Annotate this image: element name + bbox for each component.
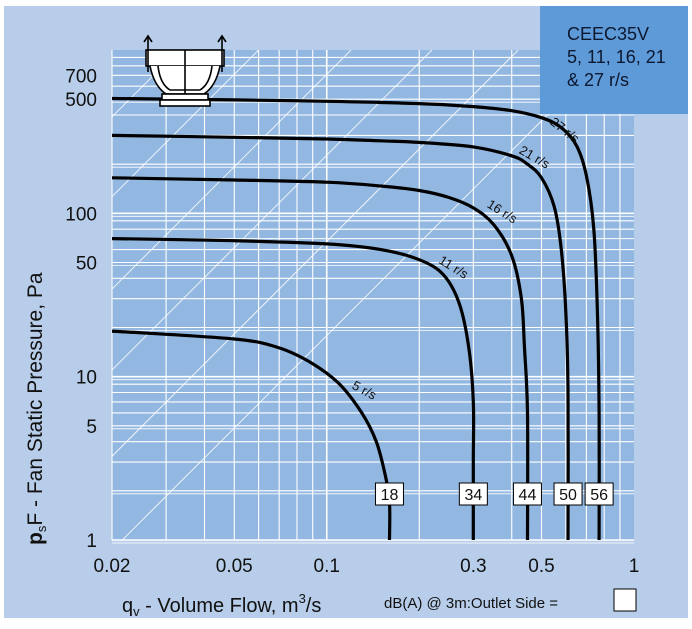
curve-21rs <box>112 133 570 540</box>
dba-box <box>374 482 404 506</box>
y-tick-label: 700 <box>65 66 97 87</box>
footnote: dB(A) @ 3m:Outlet Side = <box>384 595 558 612</box>
dba-value: 44 <box>519 487 537 504</box>
y-axis-label: psF - Fan Static Pressure, Pa <box>24 272 49 545</box>
dba-box <box>512 482 542 506</box>
y-tick-label: 1 <box>86 531 97 552</box>
system-line-1 <box>112 50 259 198</box>
fan-icon-part <box>159 99 211 107</box>
x-tick-label: 0.05 <box>216 556 253 577</box>
y-tick-label: 500 <box>65 90 97 111</box>
x-axis-label: qv - Volume Flow, m3/s <box>122 591 321 619</box>
y-tick-label: 50 <box>76 254 97 275</box>
x-tick-label: 0.1 <box>314 556 340 577</box>
x-tick-label: 0.5 <box>528 556 554 577</box>
x-tick-label: 1 <box>629 556 640 577</box>
tick-labels: 0.02 0.05 0.1 0.3 0.5 1 1 5 10 50 100 500 700 <box>65 66 639 577</box>
x-tick-label: 0.3 <box>460 556 486 577</box>
footnote-box <box>613 588 637 612</box>
system-line-2 <box>112 50 352 290</box>
y-tick-label: 100 <box>65 204 97 225</box>
dba-value: 50 <box>559 487 577 504</box>
model-box-line: 5, 11, 16, 21 <box>567 47 666 67</box>
model-box <box>540 6 688 114</box>
dba-value: 56 <box>590 487 608 504</box>
curve-11rs <box>112 237 476 540</box>
dba-labels: 18 34 44 50 56 <box>374 482 614 506</box>
model-box-line: & 27 r/s <box>567 70 629 90</box>
x-tick-label: 0.02 <box>94 556 131 577</box>
system-line-5 <box>121 50 613 540</box>
fan-icon <box>143 34 227 107</box>
y-tick-label: 10 <box>76 368 97 389</box>
plot-area <box>112 50 634 540</box>
dba-box <box>584 482 614 506</box>
dba-box <box>458 482 488 506</box>
model-box-line: CEEC35V <box>567 24 649 44</box>
system-line-3 <box>112 50 433 371</box>
curve-16rs <box>112 176 530 540</box>
dba-value: 34 <box>464 487 482 504</box>
fan-icon-arrow <box>217 34 227 43</box>
dba-box <box>553 482 583 506</box>
fan-icon-arrow <box>143 34 153 43</box>
dba-value: 18 <box>381 487 399 504</box>
y-tick-label: 5 <box>86 417 97 438</box>
curve-27rs <box>112 96 601 540</box>
fan-icon-part <box>161 93 209 101</box>
